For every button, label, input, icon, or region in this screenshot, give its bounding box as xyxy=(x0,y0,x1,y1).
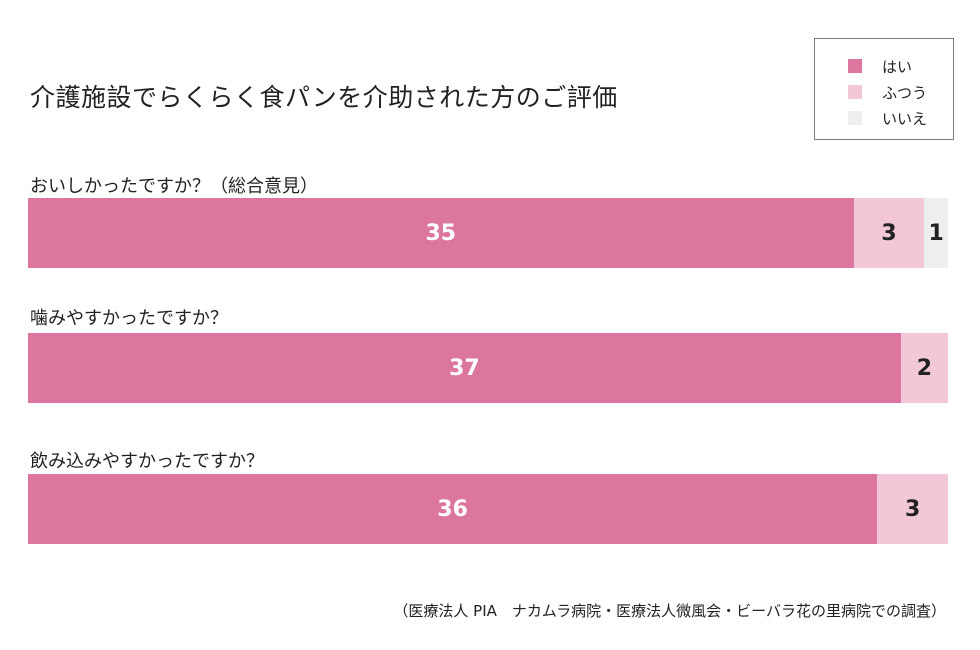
legend-label-yes: はい xyxy=(882,57,913,76)
bar-row-swallowing: 36 3 xyxy=(28,474,948,544)
legend-label-neutral: ふつう xyxy=(882,83,928,102)
legend-swatch-no xyxy=(848,111,862,125)
data-label-yes: 35 xyxy=(425,220,457,246)
bar-row-chewing: 37 2 xyxy=(28,333,948,403)
data-label-yes: 37 xyxy=(449,355,480,381)
bar-row-taste: 35 3 1 xyxy=(28,198,948,268)
legend-label-no: いいえ xyxy=(882,109,928,128)
data-label-neutral: 3 xyxy=(904,496,921,522)
bar-segment-neutral: 3 xyxy=(877,474,948,544)
legend-item-neutral: ふつう xyxy=(815,79,953,105)
data-label-neutral: 2 xyxy=(916,355,933,381)
bar-segment-no: 1 xyxy=(924,198,948,268)
data-label-neutral: 3 xyxy=(881,220,897,246)
question-label-chewing: 噛みやすかったですか？ xyxy=(30,308,228,329)
legend-swatch-yes xyxy=(848,59,862,73)
chart-legend: はい ふつう いいえ xyxy=(814,38,954,140)
bar-segment-yes: 37 xyxy=(28,333,901,403)
source-note: （医療法人 PIA ナカムラ病院・医療法人微風会・ビーバラ花の里病院での調査） xyxy=(393,602,946,620)
bar-segment-yes: 35 xyxy=(28,198,854,268)
question-label-taste: おいしかったですか？（総合意見） xyxy=(30,176,318,197)
chart-title: 介護施設でらくらく食パンを介助された方のご評価 xyxy=(30,83,618,112)
bar-segment-neutral: 2 xyxy=(900,333,948,403)
legend-swatch-neutral xyxy=(848,85,862,99)
bar-segment-yes: 36 xyxy=(28,474,878,544)
bar-segment-neutral: 3 xyxy=(853,198,925,268)
question-label-swallowing: 飲み込みやすかったですか？ xyxy=(30,451,264,472)
data-label-no: 1 xyxy=(928,220,944,246)
data-label-yes: 36 xyxy=(437,496,468,522)
legend-item-no: いいえ xyxy=(815,105,953,131)
legend-item-yes: はい xyxy=(815,53,953,79)
